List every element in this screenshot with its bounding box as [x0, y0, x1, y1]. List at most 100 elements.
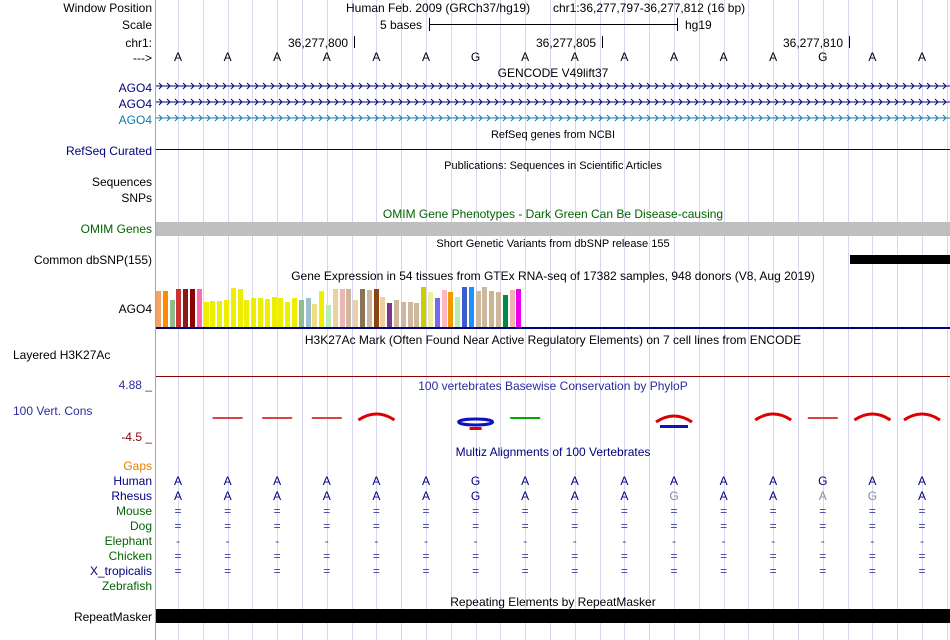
conservation-track-label[interactable]: 100 Vert. Cons [13, 404, 93, 418]
multiz-track-title[interactable]: Multiz Alignments of 100 Vertebrates [455, 445, 651, 459]
strand-chevron [862, 98, 867, 106]
gtex-tissue-bar[interactable] [183, 289, 189, 327]
multiz-base: = [571, 549, 579, 563]
chrom-label: chr1: [125, 36, 152, 50]
gtex-tissue-bar[interactable] [475, 291, 481, 327]
gtex-tissue-bar[interactable] [224, 300, 229, 327]
gtex-tissue-bar[interactable] [258, 298, 263, 327]
gtex-tissue-bar[interactable] [346, 289, 352, 327]
gtex-tissue-bar[interactable] [516, 289, 522, 327]
gtex-tissue-bar[interactable] [455, 297, 461, 327]
gtex-tissue-bar[interactable] [441, 290, 447, 327]
gtex-tissue-bar[interactable] [482, 287, 488, 327]
gtex-tissue-bar[interactable] [237, 289, 243, 327]
gtex-tissue-bar[interactable] [176, 289, 182, 327]
gtex-tissue-bar[interactable] [407, 302, 413, 327]
gtex-tissue-bar[interactable] [366, 290, 372, 327]
multiz-species-label[interactable]: Human [113, 474, 152, 488]
gtex-tissue-bar[interactable] [278, 298, 284, 327]
gtex-tissue-bar[interactable] [468, 287, 474, 327]
gencode-gene-models[interactable] [156, 78, 950, 126]
gtex-tissue-bar[interactable] [156, 291, 161, 327]
gtex-tissue-bar[interactable] [509, 290, 515, 327]
publications-track-title[interactable]: Publications: Sequences in Scientific Ar… [444, 160, 662, 172]
track-image-area[interactable]: Human Feb. 2009 (GRCh37/hg19) chr1:36,27… [156, 0, 950, 640]
gtex-tissue-bar[interactable] [190, 289, 195, 327]
publications-snps-label[interactable]: SNPs [121, 191, 152, 205]
gtex-tissue-bar[interactable] [339, 289, 345, 327]
gtex-tissue-bar[interactable] [421, 287, 427, 327]
gencode-gene-label-2[interactable]: AGO4 [118, 97, 152, 111]
gtex-tissue-bar[interactable] [428, 292, 433, 327]
gtex-tissue-bar[interactable] [203, 302, 209, 327]
gtex-tissue-bar[interactable] [496, 292, 501, 327]
multiz-species-label[interactable]: Mouse [115, 504, 152, 518]
conservation-logo-plot[interactable] [156, 405, 950, 445]
gtex-tissue-bar[interactable] [162, 291, 168, 327]
gtex-tissue-bar[interactable] [332, 289, 338, 327]
multiz-species-label[interactable]: Elephant [104, 534, 152, 548]
gtex-tissue-bar[interactable] [285, 302, 291, 327]
gtex-tissue-bar[interactable] [292, 298, 297, 327]
omim-gene-bar[interactable] [156, 222, 950, 236]
gtex-tissue-bar[interactable] [319, 291, 325, 327]
gtex-tissue-bar[interactable] [264, 299, 270, 327]
conservation-track-title[interactable]: 100 vertebrates Basewise Conservation by… [418, 379, 688, 393]
refseq-gene-line[interactable] [156, 149, 950, 150]
gtex-tissue-bar[interactable] [434, 298, 440, 327]
gtex-tissue-bar[interactable] [326, 305, 331, 327]
repeatmasker-track-title[interactable]: Repeating Elements by RepeatMasker [450, 595, 656, 609]
gtex-tissue-bar[interactable] [373, 289, 379, 327]
multiz-species-label[interactable]: Zebrafish [101, 579, 152, 593]
gencode-gene-label-1[interactable]: AGO4 [118, 81, 152, 95]
gtex-tissue-bar[interactable] [251, 298, 257, 327]
repeatmasker-element-bar[interactable] [156, 609, 950, 623]
gencode-gene-label-3[interactable]: AGO4 [118, 113, 152, 127]
omim-track-label[interactable]: OMIM Genes [80, 222, 152, 236]
gtex-tissue-bar[interactable] [271, 297, 277, 327]
gtex-tissue-bar[interactable] [380, 297, 386, 327]
strand-chevron [566, 114, 571, 122]
multiz-base: - [176, 534, 180, 548]
strand-chevron [182, 98, 187, 106]
gencode-track-title[interactable]: GENCODE V49lift37 [497, 66, 609, 80]
gtex-tissue-bar[interactable] [196, 289, 202, 327]
dbsnp-track-label[interactable]: Common dbSNP(155) [33, 253, 152, 267]
gtex-tissue-bar[interactable] [298, 300, 304, 327]
gtex-tissue-bar[interactable] [217, 301, 223, 327]
refseq-track-title[interactable]: RefSeq genes from NCBI [490, 129, 616, 141]
gtex-track-title[interactable]: Gene Expression in 54 tissues from GTEx … [291, 269, 815, 283]
gtex-tissue-bar[interactable] [462, 287, 467, 327]
gtex-tissue-bar[interactable] [244, 300, 250, 327]
gtex-tissue-bar[interactable] [230, 288, 236, 327]
multiz-species-label[interactable]: Dog [129, 519, 152, 533]
multiz-species-label[interactable]: Chicken [108, 549, 152, 563]
h3k27ac-track-label[interactable]: Layered H3K27Ac [13, 348, 111, 362]
multiz-species-label[interactable]: Rhesus [111, 489, 152, 503]
publications-sequences-label[interactable]: Sequences [91, 175, 152, 189]
gtex-bar-chart[interactable] [156, 286, 536, 327]
gtex-tissue-bar[interactable] [448, 292, 454, 327]
dbsnp-variant-bar[interactable] [850, 255, 950, 264]
gtex-tissue-bar[interactable] [394, 300, 399, 327]
omim-track-title[interactable]: OMIM Gene Phenotypes - Dark Green Can Be… [382, 207, 724, 221]
gtex-tissue-bar[interactable] [169, 300, 175, 327]
strand-chevron [158, 82, 163, 90]
gtex-tissue-bar[interactable] [387, 303, 393, 327]
gtex-tissue-bar[interactable] [305, 298, 311, 327]
dbsnp-track-title[interactable]: Short Genetic Variants from dbSNP releas… [436, 238, 670, 250]
gtex-tissue-bar[interactable] [489, 291, 495, 327]
gtex-tissue-bar[interactable] [400, 302, 406, 327]
multiz-gaps-label[interactable]: Gaps [123, 459, 152, 473]
gtex-track-label[interactable]: AGO4 [118, 302, 152, 316]
gtex-tissue-bar[interactable] [312, 304, 318, 327]
multiz-species-label[interactable]: X_tropicalis [89, 564, 152, 578]
gtex-tissue-bar[interactable] [502, 295, 508, 327]
gtex-tissue-bar[interactable] [353, 300, 359, 327]
h3k27ac-track-title[interactable]: H3K27Ac Mark (Often Found Near Active Re… [304, 333, 802, 347]
repeatmasker-track-label[interactable]: RepeatMasker [73, 610, 152, 624]
gtex-tissue-bar[interactable] [414, 303, 420, 327]
gtex-tissue-bar[interactable] [210, 301, 216, 327]
refseq-track-label[interactable]: RefSeq Curated [65, 144, 152, 158]
gtex-tissue-bar[interactable] [360, 289, 365, 327]
